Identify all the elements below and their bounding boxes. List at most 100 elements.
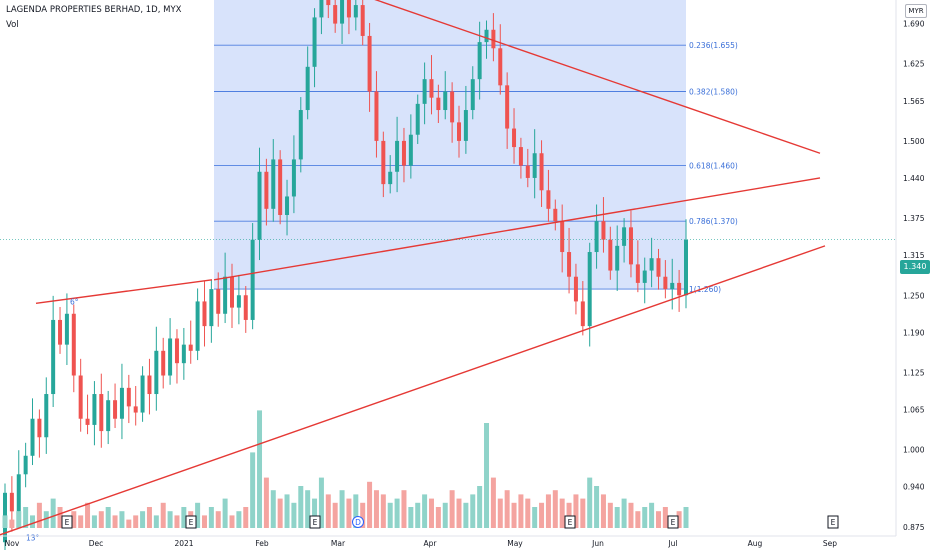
candle-body [51, 319, 56, 395]
candle-body [580, 301, 585, 327]
candle-body [553, 208, 558, 222]
price-tick-label: 1.500 [903, 137, 925, 146]
price-tick-label: 1.125 [903, 368, 925, 377]
volume-bar [566, 502, 572, 528]
event-marker-E: E [61, 515, 73, 529]
volume-bar [380, 494, 386, 528]
candle-body [512, 128, 517, 148]
event-marker-frame[interactable] [185, 515, 197, 529]
candle-body [133, 406, 138, 413]
volume-bar [580, 498, 586, 528]
time-tick-label: Aug [748, 539, 763, 548]
candle-body [374, 91, 379, 141]
event-marker-E: E [309, 515, 321, 529]
candle-body [257, 171, 262, 240]
volume-bar [140, 511, 146, 528]
volume-bar [518, 494, 524, 528]
event-marker-frame[interactable] [61, 515, 73, 529]
candle-body [44, 394, 49, 438]
volume-bar [9, 519, 15, 528]
candle-body [250, 239, 255, 320]
candle-body [37, 418, 42, 438]
event-marker-E: E [185, 515, 197, 529]
volume-bar [153, 515, 159, 528]
volume-bar [449, 490, 455, 528]
candle-body [230, 276, 234, 308]
candle-body [422, 79, 427, 104]
volume-bar [683, 507, 689, 528]
candle-body [546, 190, 551, 209]
candle-body [649, 258, 654, 271]
volume-bar [628, 502, 634, 528]
time-tick-label: Feb [255, 539, 269, 548]
event-marker-frame[interactable] [309, 515, 321, 529]
candle-body [333, 5, 338, 24]
volume-bar [23, 507, 29, 528]
candle-body [71, 313, 76, 376]
candle-body [319, 0, 324, 18]
volume-bar [401, 490, 407, 528]
candle-body [140, 375, 145, 413]
event-marker-D: D [352, 516, 364, 528]
candle-body [415, 103, 420, 135]
candle-body [92, 394, 97, 425]
candle-body [209, 289, 214, 327]
candle-body [615, 245, 620, 271]
event-marker-frame[interactable] [352, 516, 364, 528]
volume-bar [456, 498, 462, 528]
volume-bar [50, 498, 56, 528]
volume-bar [146, 507, 152, 528]
event-marker-label: D [355, 518, 361, 527]
event-marker-frame[interactable] [667, 515, 679, 529]
volume-bar [298, 486, 304, 528]
volume-bar [257, 410, 263, 528]
event-marker-frame[interactable] [564, 515, 576, 529]
volume-bar [284, 494, 290, 528]
volume-bar [312, 498, 318, 528]
currency-badge[interactable]: MYR [905, 4, 927, 18]
candle-body [622, 227, 627, 246]
volume-bar [545, 494, 551, 528]
event-marker-E: E [667, 515, 679, 529]
event-marker-frame[interactable] [827, 515, 839, 529]
candle-body [78, 375, 83, 419]
volume-bar [600, 494, 606, 528]
volume-bar [504, 490, 510, 528]
volume-bar [614, 507, 620, 528]
angle-label: 6° [70, 298, 79, 307]
candle-body [9, 492, 14, 512]
time-tick-label: Jul [667, 539, 677, 548]
time-tick-label: Dec [89, 539, 104, 548]
candle-body [326, 0, 331, 6]
candle-body [168, 338, 173, 376]
trendline-middle-ascending [213, 177, 821, 281]
trendline-lower-ascending [0, 245, 826, 536]
volume-bar [594, 486, 600, 528]
volume-bar [442, 502, 448, 528]
candle-body [216, 289, 221, 314]
volume-bar [642, 507, 648, 528]
candle-body [484, 29, 489, 43]
candle-body [601, 221, 606, 240]
volume-bar [497, 498, 503, 528]
time-tick-label: Apr [424, 539, 438, 548]
volume-bar [325, 494, 331, 528]
trendline-lower-left [35, 279, 213, 304]
time-tick-label: Nov [5, 539, 20, 548]
candle-body [677, 282, 682, 296]
volume-bar [167, 511, 173, 528]
volume-bar [181, 507, 187, 528]
candle-body [298, 110, 303, 160]
time-tick-label: Jun [591, 539, 604, 548]
candle-body [518, 147, 523, 166]
fib-level-label: 1(1.260) [689, 285, 721, 294]
volume-bar [332, 502, 338, 528]
price-tick-label: 1.565 [903, 97, 925, 106]
candle-body [628, 227, 633, 265]
candle-body [539, 153, 544, 191]
candle-body [477, 42, 482, 80]
candle-body [285, 196, 290, 215]
candle-body [532, 153, 537, 178]
volume-bar [270, 490, 276, 528]
